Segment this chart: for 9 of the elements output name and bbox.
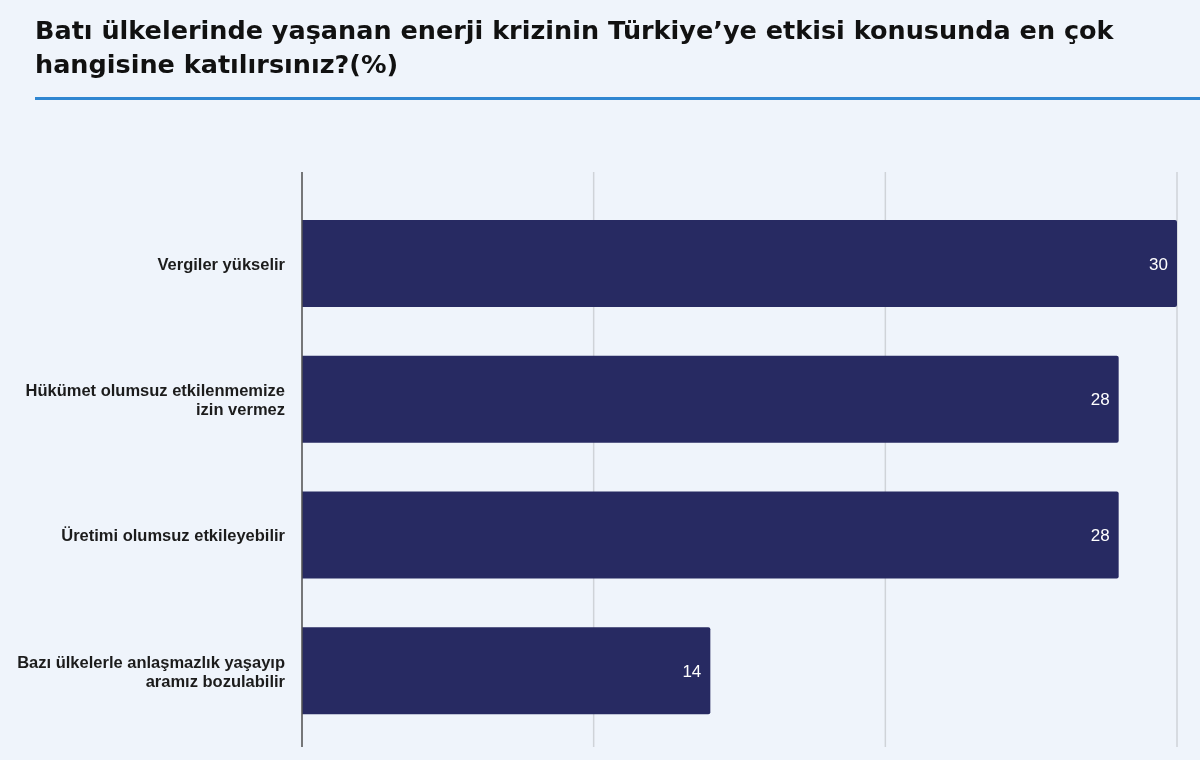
y-tick-label: Vergiler yükselir <box>157 254 286 273</box>
data-label: 28 <box>1090 390 1110 410</box>
data-label: 28 <box>1090 526 1110 546</box>
y-tick-label: Bazı ülkelerle anlaşmazlık yaşayıp aramız bozulabilir <box>17 652 286 690</box>
y-tick-label: Üretimi olumsuz etkileyebilir <box>61 526 286 545</box>
chart-title: Batı ülkelerinde yaşanan enerji krizinin Türkiye’ye etkisi konusunda en çok hangisine katılırsınız?(%) <box>35 14 1115 81</box>
data-label: 14 <box>682 661 702 681</box>
y-tick-label: Hükümet olumsuz etkilenmemize izin vermez <box>25 381 285 419</box>
data-label: 30 <box>1149 254 1168 274</box>
